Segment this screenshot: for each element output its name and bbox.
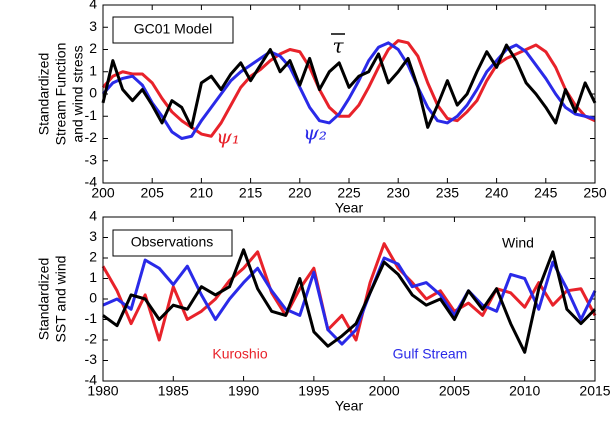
x-tick-label: 1995 xyxy=(298,383,329,399)
y-tick-label: 0 xyxy=(89,290,97,306)
x-tick-label: 1980 xyxy=(87,383,118,399)
y-tick-label: 1 xyxy=(89,62,97,78)
annotation: Kuroshio xyxy=(212,346,267,362)
x-tick-label: 240 xyxy=(485,185,509,201)
annotation: Observations xyxy=(131,234,213,250)
x-tick-label: 2000 xyxy=(369,383,400,399)
x-tick-label: 225 xyxy=(337,185,361,201)
plot-frame xyxy=(102,216,596,382)
x-axis-label: Year xyxy=(335,398,364,414)
annotation: ψ₂ xyxy=(303,121,327,145)
x-tick-label: 230 xyxy=(387,185,411,201)
y-tick-label: 2 xyxy=(89,249,97,265)
y-tick-label: 1 xyxy=(89,269,97,285)
x-tick-label: 215 xyxy=(239,185,263,201)
x-tick-label: 2005 xyxy=(439,383,470,399)
x-tick-label: 1990 xyxy=(228,383,259,399)
y-tick-label: 3 xyxy=(89,18,97,34)
y-axis-label: Standardized xyxy=(36,258,52,341)
x-tick-label: 2010 xyxy=(509,383,540,399)
y-axis-label: Standardized xyxy=(36,53,52,136)
x-tick-label: 250 xyxy=(583,185,607,201)
y-tick-label: -3 xyxy=(85,351,98,367)
y-axis-label: SST and wind xyxy=(53,256,69,343)
y-tick-label: -3 xyxy=(85,151,98,167)
line-series xyxy=(102,256,597,346)
x-tick-label: 200 xyxy=(91,185,115,201)
annotation: ψ₁ xyxy=(216,125,240,149)
line-series xyxy=(102,248,597,354)
y-tick-label: -4 xyxy=(85,372,98,388)
x-tick-label: 220 xyxy=(288,185,312,201)
y-tick-label: -1 xyxy=(85,107,98,123)
annotation-box xyxy=(112,229,233,257)
annotation: GC01 Model xyxy=(134,21,213,37)
annotation: τ xyxy=(332,34,344,58)
plot-frame xyxy=(102,4,596,184)
x-axis-label: Year xyxy=(335,200,364,216)
annotation-box xyxy=(112,16,234,44)
line-series xyxy=(101,41,596,140)
x-tick-label: 245 xyxy=(534,185,558,201)
y-axis-label: Stream Function xyxy=(53,43,69,146)
x-tick-label: 1985 xyxy=(158,383,189,399)
line-series xyxy=(101,242,597,342)
y-tick-label: -2 xyxy=(85,331,98,347)
x-tick-label: 235 xyxy=(436,185,460,201)
y-tick-label: -2 xyxy=(85,129,98,145)
y-tick-label: 4 xyxy=(89,0,97,12)
x-tick-label: 2015 xyxy=(579,383,610,399)
y-tick-label: 4 xyxy=(89,208,97,224)
y-tick-label: 0 xyxy=(89,85,97,101)
y-tick-label: 2 xyxy=(89,40,97,56)
line-series xyxy=(101,43,597,129)
x-tick-label: 205 xyxy=(141,185,165,201)
annotation: Gulf Stream xyxy=(393,346,468,362)
y-tick-label: 3 xyxy=(89,228,97,244)
y-axis-label: and wind stress xyxy=(70,45,86,142)
y-tick-label: -4 xyxy=(85,174,98,190)
x-tick-label: 210 xyxy=(190,185,214,201)
y-tick-label: -1 xyxy=(85,310,98,326)
annotation: Wind xyxy=(502,235,534,251)
